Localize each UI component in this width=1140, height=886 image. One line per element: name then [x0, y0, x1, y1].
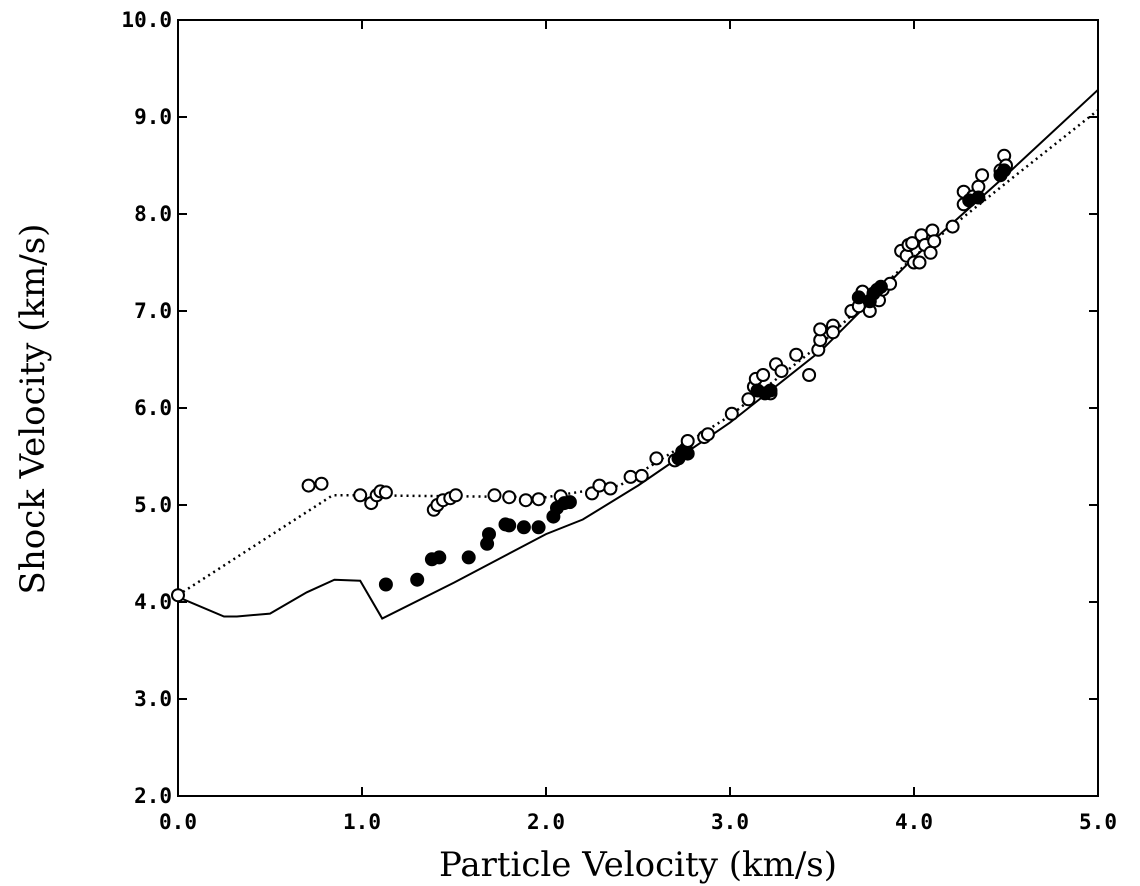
filled-data-point: [562, 495, 577, 510]
series-lines: [177, 89, 1099, 620]
x-tick-label: 5.0: [1079, 810, 1117, 834]
filled-data-point: [531, 520, 546, 535]
filled-data-point: [763, 383, 778, 398]
filled-data-point: [516, 520, 531, 535]
open-data-point: [700, 427, 715, 442]
plot-frame: [177, 19, 1099, 797]
open-data-point: [649, 451, 664, 466]
open-data-point: [502, 490, 517, 505]
filled-data-point: [502, 518, 517, 533]
x-tick-label: 1.0: [343, 810, 381, 834]
open-data-point: [905, 236, 920, 251]
y-tick-label: 8.0: [134, 202, 172, 226]
open-data-point: [741, 392, 756, 407]
filled-data-point: [482, 527, 496, 542]
filled-data-point: [378, 577, 393, 592]
y-tick-label: 10.0: [121, 8, 172, 32]
plot-border: [177, 19, 1099, 797]
open-data-point: [724, 406, 739, 421]
x-tick-label: 2.0: [527, 810, 565, 834]
filled-data-point: [461, 550, 476, 565]
open-data-point: [923, 245, 938, 260]
filled-data-point: [410, 572, 425, 587]
open-data-point: [634, 468, 649, 483]
open-data-point: [802, 368, 817, 382]
open-data-point: [945, 219, 960, 234]
x-tick-label: 3.0: [711, 810, 749, 834]
open-data-point: [826, 325, 840, 340]
filled-data-point: [971, 190, 986, 205]
y-tick-label: 9.0: [134, 105, 172, 129]
open-data-point: [301, 478, 316, 493]
open-data-point: [314, 476, 329, 491]
filled-data-point: [432, 550, 447, 565]
open-data-point: [774, 364, 789, 379]
open-data-point: [353, 488, 368, 503]
open-data-point: [912, 255, 927, 270]
solid-curve: [177, 89, 1099, 620]
open-data-point: [813, 322, 828, 337]
open-data-point: [448, 488, 463, 503]
open-data-point: [518, 493, 533, 508]
open-data-point: [378, 485, 393, 500]
filled-data-point: [873, 279, 888, 294]
filled-data-point: [997, 163, 1012, 178]
dotted-curve: [177, 109, 1099, 597]
open-data-point: [603, 481, 618, 496]
y-tick-label: 4.0: [134, 590, 172, 614]
open-data-point: [789, 347, 804, 362]
x-axis-title: Particle Velocity (km/s): [439, 845, 837, 885]
open-data-point: [531, 492, 546, 507]
y-axis-title: Shock Velocity (km/s): [13, 224, 53, 595]
y-tick-label: 6.0: [134, 396, 172, 420]
y-tick-label: 7.0: [134, 299, 172, 323]
x-tick-label: 0.0: [159, 810, 197, 834]
axis-ticks: 0.0 1.0 2.0 3.0 4.0 5.0 2.0 3.0 4.0 5.0 6.0 7.0 8.0 9…: [121, 8, 1117, 834]
y-tick-label: 2.0: [134, 784, 172, 808]
y-tick-label: 5.0: [134, 493, 172, 517]
open-data-point: [756, 368, 771, 382]
open-data-point: [975, 168, 990, 183]
y-tick-label: 3.0: [134, 687, 172, 711]
x-tick-label: 4.0: [895, 810, 933, 834]
filled-data-point: [680, 446, 695, 461]
open-data-point: [171, 588, 185, 603]
open-data-point: [487, 488, 502, 503]
series-points: [171, 148, 1013, 603]
open-data-point: [927, 234, 942, 249]
